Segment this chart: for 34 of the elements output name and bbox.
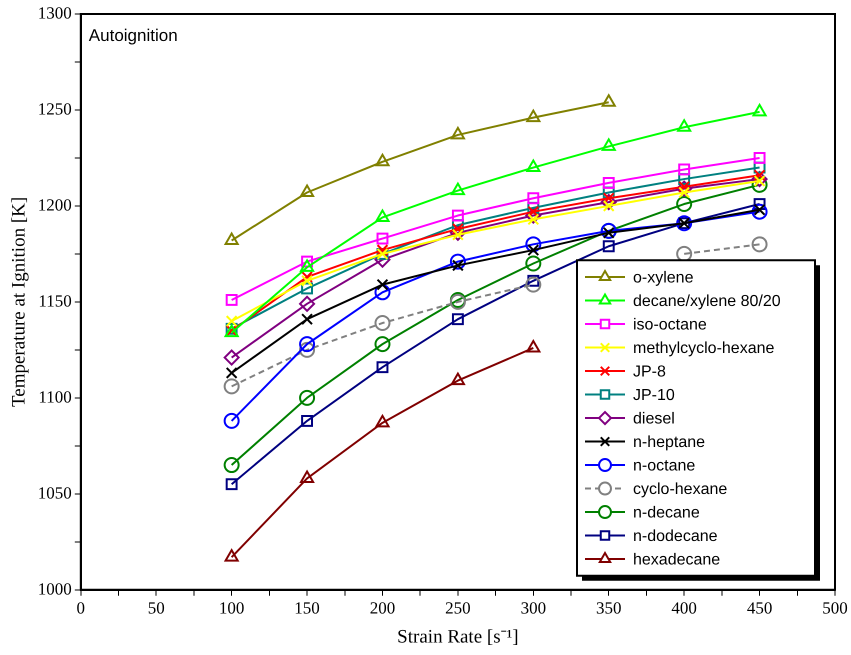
legend-label: n-octane bbox=[633, 457, 696, 474]
y-tick-label: 1000 bbox=[38, 579, 72, 598]
legend-label: n-decane bbox=[633, 504, 700, 522]
x-axis-title: Strain Rate [s⁻¹] bbox=[397, 626, 519, 648]
x-tick-label: 250 bbox=[445, 598, 471, 618]
legend-label: decane/xylene 80/20 bbox=[633, 292, 781, 310]
legend-label: hexadecane bbox=[633, 551, 720, 568]
legend-label: JP-8 bbox=[633, 363, 666, 380]
y-tick-label: 1150 bbox=[38, 291, 72, 310]
legend-label: diesel bbox=[633, 410, 675, 428]
annotation: Autoignition bbox=[88, 26, 178, 46]
x-tick-label: 150 bbox=[294, 598, 320, 618]
x-tick-label: 50 bbox=[148, 598, 165, 618]
legend-label: o-xylene bbox=[633, 269, 694, 286]
x-tick-label: 450 bbox=[746, 598, 772, 618]
x-tick-label: 500 bbox=[822, 598, 848, 618]
legend-label: n-dodecane bbox=[633, 528, 718, 545]
x-tick-label: 100 bbox=[218, 598, 244, 618]
x-tick-label: 300 bbox=[520, 598, 546, 618]
x-tick-label: 0 bbox=[76, 598, 86, 618]
y-tick-label: 1250 bbox=[38, 99, 72, 118]
y-tick-label: 1200 bbox=[38, 195, 72, 214]
legend-label: methylcyclo-hexane bbox=[633, 340, 774, 357]
y-tick-label: 1100 bbox=[38, 387, 72, 406]
x-tick-label: 400 bbox=[671, 598, 697, 618]
x-tick-label: 200 bbox=[370, 598, 396, 618]
y-tick-label: 1050 bbox=[38, 483, 72, 502]
legend-label: n-heptane bbox=[633, 434, 706, 451]
legend-label: cyclo-hexane bbox=[633, 480, 728, 498]
legend-label: JP-10 bbox=[633, 386, 675, 404]
y-tick-label: 1300 bbox=[38, 3, 72, 22]
legend-label: iso-octane bbox=[633, 316, 707, 334]
y-axis-title: Temperature at Ignition [K] bbox=[8, 196, 30, 408]
x-tick-label: 350 bbox=[596, 598, 622, 618]
